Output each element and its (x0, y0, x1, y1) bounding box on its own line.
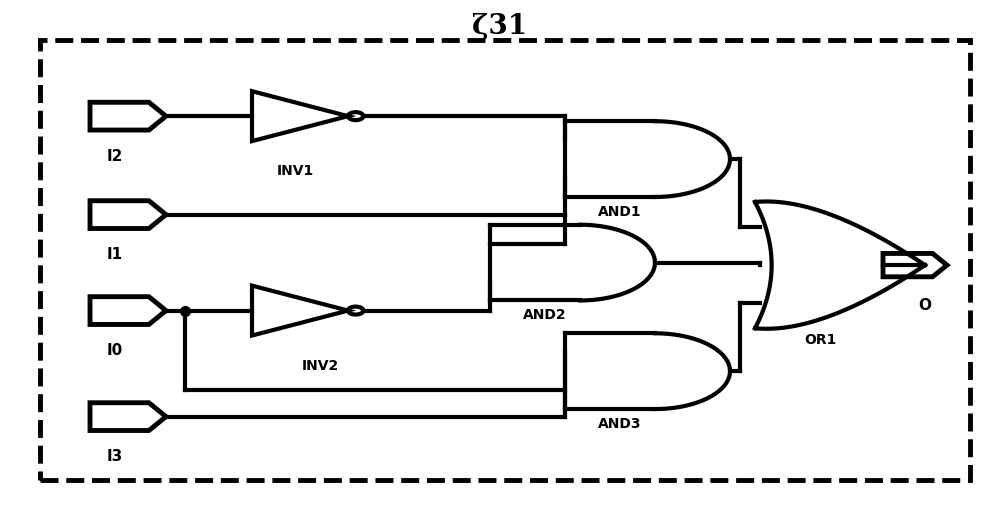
Text: I2: I2 (107, 149, 123, 164)
Text: INV2: INV2 (301, 359, 339, 373)
Text: OR1: OR1 (804, 333, 836, 347)
Text: I0: I0 (107, 343, 123, 359)
Text: I3: I3 (107, 449, 123, 465)
Text: INV1: INV1 (276, 164, 314, 178)
Text: AND2: AND2 (523, 308, 567, 322)
Text: AND1: AND1 (598, 205, 642, 219)
Text: O: O (918, 298, 932, 313)
Text: ζ31: ζ31 (472, 13, 528, 39)
Bar (40, 40, 970, 480)
Text: I1: I1 (107, 247, 123, 263)
Text: AND3: AND3 (598, 417, 642, 431)
